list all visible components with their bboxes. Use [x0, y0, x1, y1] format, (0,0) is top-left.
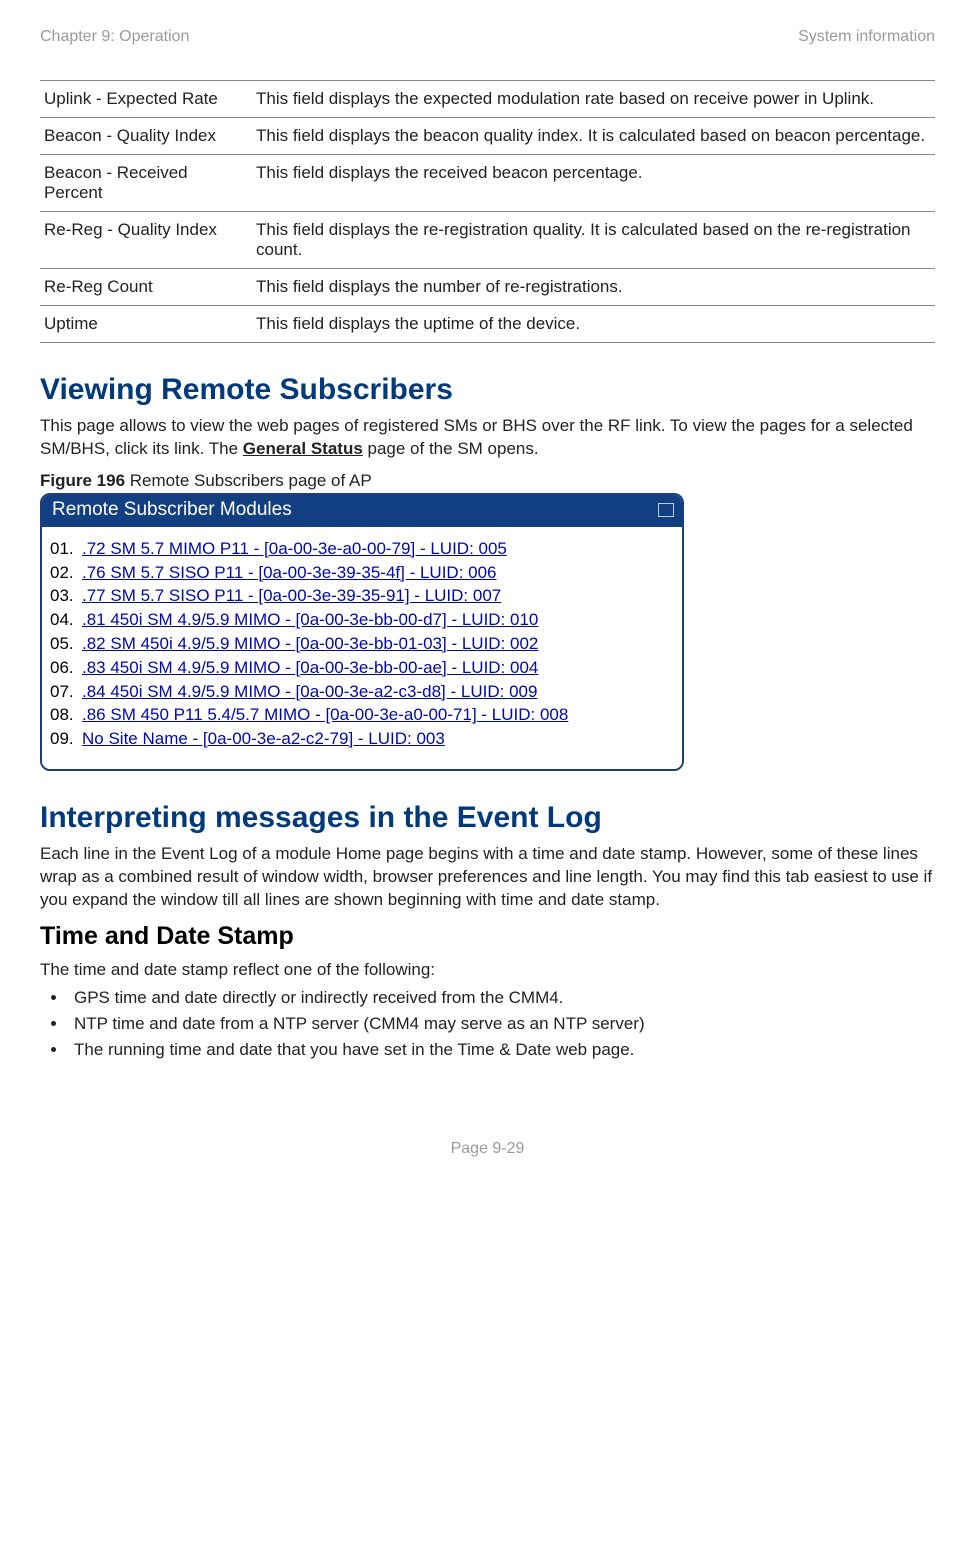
- list-item: 04..81 450i SM 4.9/5.9 MIMO - [0a-00-3e-…: [50, 608, 676, 632]
- table-row: Re-Reg - Quality Index This field displa…: [40, 212, 935, 269]
- item-number: 05.: [50, 632, 82, 656]
- subscriber-link[interactable]: .76 SM 5.7 SISO P11 - [0a-00-3e-39-35-4f…: [82, 561, 497, 585]
- list-item: 08..86 SM 450 P11 5.4/5.7 MIMO - [0a-00-…: [50, 703, 676, 727]
- collapse-icon[interactable]: [658, 503, 674, 517]
- subheading-time-date-stamp: Time and Date Stamp: [40, 922, 935, 951]
- item-number: 07.: [50, 680, 82, 704]
- para-text-b: page of the SM opens.: [363, 439, 539, 458]
- subscriber-link[interactable]: .72 SM 5.7 MIMO P11 - [0a-00-3e-a0-00-79…: [82, 537, 507, 561]
- header-left: Chapter 9: Operation: [40, 28, 189, 46]
- item-number: 01.: [50, 537, 82, 561]
- list-item: 09.No Site Name - [0a-00-3e-a2-c2-79] - …: [50, 727, 676, 751]
- desc-cell: This field displays the number of re-reg…: [252, 269, 935, 306]
- page-footer: Page 9-29: [40, 1140, 935, 1158]
- table-row: Beacon - Received Percent This field dis…: [40, 155, 935, 212]
- bullet-item: The running time and date that you have …: [68, 1040, 935, 1060]
- general-status-link[interactable]: General Status: [243, 439, 363, 458]
- bullet-item: GPS time and date directly or indirectly…: [68, 988, 935, 1008]
- desc-cell: This field displays the expected modulat…: [252, 81, 935, 118]
- desc-cell: This field displays the re-registration …: [252, 212, 935, 269]
- list-item: 06..83 450i SM 4.9/5.9 MIMO - [0a-00-3e-…: [50, 656, 676, 680]
- term-cell: Beacon - Quality Index: [40, 118, 252, 155]
- definitions-table: Uplink - Expected Rate This field displa…: [40, 80, 935, 343]
- figure-caption: Figure 196 Remote Subscribers page of AP: [40, 471, 935, 491]
- list-item: 02..76 SM 5.7 SISO P11 - [0a-00-3e-39-35…: [50, 561, 676, 585]
- panel-header: Remote Subscriber Modules: [42, 495, 682, 527]
- table-row: Beacon - Quality Index This field displa…: [40, 118, 935, 155]
- term-cell: Re-Reg - Quality Index: [40, 212, 252, 269]
- list-item: 05..82 SM 450i 4.9/5.9 MIMO - [0a-00-3e-…: [50, 632, 676, 656]
- table-row: Uptime This field displays the uptime of…: [40, 306, 935, 343]
- desc-cell: This field displays the uptime of the de…: [252, 306, 935, 343]
- desc-cell: This field displays the received beacon …: [252, 155, 935, 212]
- term-cell: Beacon - Received Percent: [40, 155, 252, 212]
- section2-lead: The time and date stamp reflect one of t…: [40, 959, 935, 982]
- section2-paragraph: Each line in the Event Log of a module H…: [40, 843, 935, 912]
- table-row: Re-Reg Count This field displays the num…: [40, 269, 935, 306]
- item-number: 02.: [50, 561, 82, 585]
- list-item: 07..84 450i SM 4.9/5.9 MIMO - [0a-00-3e-…: [50, 680, 676, 704]
- item-number: 08.: [50, 703, 82, 727]
- desc-cell: This field displays the beacon quality i…: [252, 118, 935, 155]
- bullet-item: NTP time and date from a NTP server (CMM…: [68, 1014, 935, 1034]
- subscriber-link[interactable]: .83 450i SM 4.9/5.9 MIMO - [0a-00-3e-bb-…: [82, 656, 538, 680]
- heading-interpreting-event-log: Interpreting messages in the Event Log: [40, 801, 935, 835]
- item-number: 03.: [50, 584, 82, 608]
- panel-title: Remote Subscriber Modules: [52, 499, 292, 521]
- item-number: 09.: [50, 727, 82, 751]
- table-row: Uplink - Expected Rate This field displa…: [40, 81, 935, 118]
- figure-label: Figure 196: [40, 471, 125, 490]
- subscriber-link[interactable]: .81 450i SM 4.9/5.9 MIMO - [0a-00-3e-bb-…: [82, 608, 538, 632]
- subscriber-link[interactable]: .84 450i SM 4.9/5.9 MIMO - [0a-00-3e-a2-…: [82, 680, 537, 704]
- term-cell: Re-Reg Count: [40, 269, 252, 306]
- heading-viewing-remote-subscribers: Viewing Remote Subscribers: [40, 373, 935, 407]
- item-number: 06.: [50, 656, 82, 680]
- header-right: System information: [798, 28, 935, 46]
- bullet-list: GPS time and date directly or indirectly…: [40, 988, 935, 1060]
- subscriber-link[interactable]: .86 SM 450 P11 5.4/5.7 MIMO - [0a-00-3e-…: [82, 703, 568, 727]
- subscriber-link[interactable]: .82 SM 450i 4.9/5.9 MIMO - [0a-00-3e-bb-…: [82, 632, 538, 656]
- term-cell: Uptime: [40, 306, 252, 343]
- list-item: 03..77 SM 5.7 SISO P11 - [0a-00-3e-39-35…: [50, 584, 676, 608]
- remote-subscriber-panel: Remote Subscriber Modules 01..72 SM 5.7 …: [40, 493, 684, 771]
- item-number: 04.: [50, 608, 82, 632]
- page-header: Chapter 9: Operation System information: [40, 28, 935, 46]
- section1-paragraph: This page allows to view the web pages o…: [40, 415, 935, 461]
- panel-body: 01..72 SM 5.7 MIMO P11 - [0a-00-3e-a0-00…: [42, 527, 682, 769]
- term-cell: Uplink - Expected Rate: [40, 81, 252, 118]
- subscriber-link[interactable]: .77 SM 5.7 SISO P11 - [0a-00-3e-39-35-91…: [82, 584, 501, 608]
- figure-caption-rest: Remote Subscribers page of AP: [125, 471, 372, 490]
- list-item: 01..72 SM 5.7 MIMO P11 - [0a-00-3e-a0-00…: [50, 537, 676, 561]
- subscriber-link[interactable]: No Site Name - [0a-00-3e-a2-c2-79] - LUI…: [82, 727, 445, 751]
